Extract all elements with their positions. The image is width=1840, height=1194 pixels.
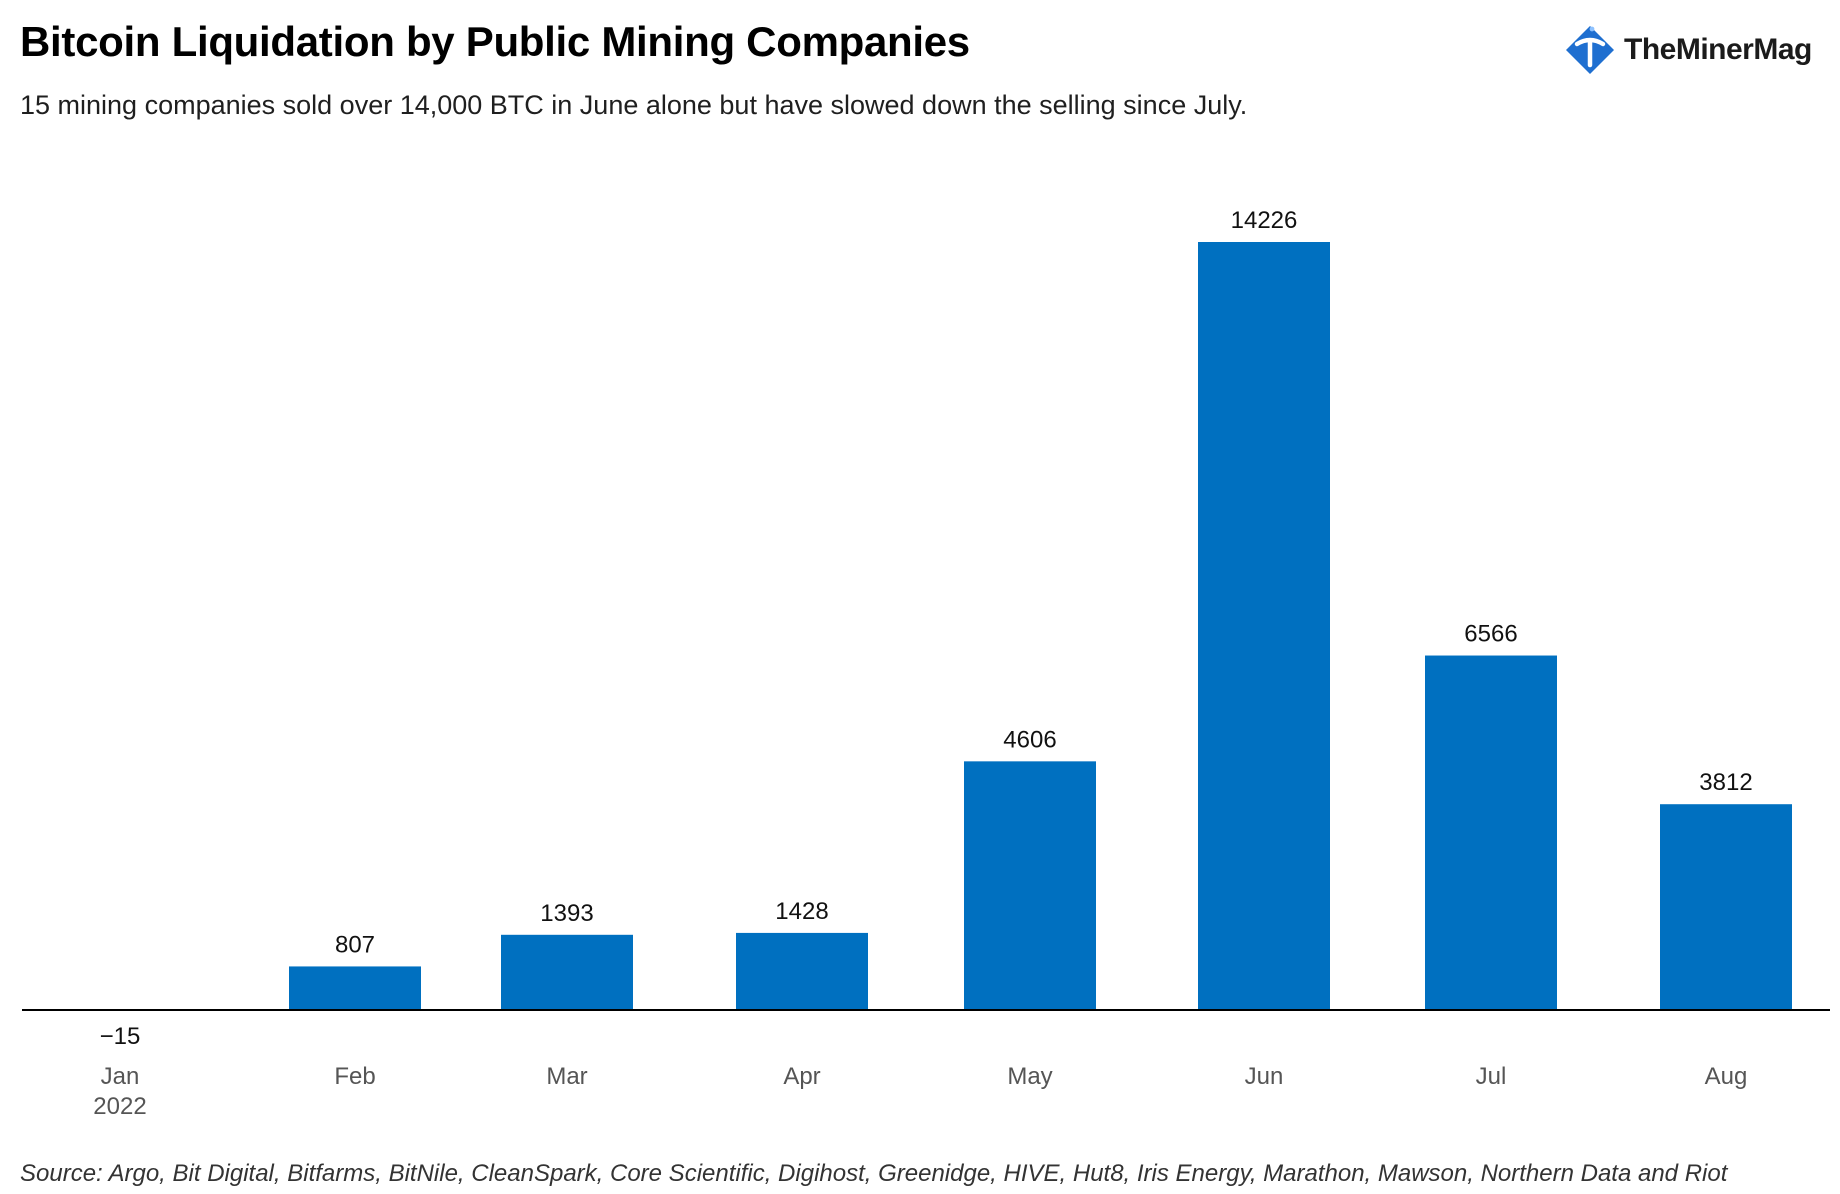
x-tick-year-label: 2022	[93, 1093, 146, 1120]
chart-subtitle: 15 mining companies sold over 14,000 BTC…	[20, 90, 1248, 120]
brand-logo-text: TheMinerMag	[1624, 33, 1812, 66]
x-tick-label-jul: Jul	[1476, 1063, 1507, 1090]
bar-aug	[1660, 804, 1792, 1010]
brand-logo[interactable]: TheMinerMag	[1562, 20, 1824, 80]
bar-jul	[1425, 655, 1557, 1010]
data-label-jul: 6566	[1464, 621, 1517, 648]
bar-chart: −15 Jan 807 Feb 1393 Mar 1428 Apr 4606 May 14226 Ju…	[22, 207, 1830, 1120]
data-label-mar: 1393	[540, 900, 593, 927]
data-label-apr: 1428	[775, 898, 828, 925]
data-label-jun: 14226	[1231, 207, 1298, 234]
bar-feb	[289, 966, 421, 1010]
data-label-jan: −15	[100, 1023, 141, 1050]
x-tick-label-apr: Apr	[783, 1063, 820, 1090]
x-tick-label-feb: Feb	[334, 1063, 375, 1090]
bar-jun	[1198, 242, 1330, 1010]
x-tick-label-mar: Mar	[546, 1063, 587, 1090]
source-note: Source: Argo, Bit Digital, Bitfarms, Bit…	[20, 1160, 1728, 1187]
bar-mar	[501, 934, 633, 1010]
x-tick-label-jun: Jun	[1245, 1063, 1284, 1090]
x-tick-label-may: May	[1007, 1063, 1052, 1090]
x-tick-label-jan: Jan	[101, 1063, 140, 1090]
bar-apr	[736, 932, 868, 1010]
data-label-aug: 3812	[1699, 769, 1752, 796]
data-label-may: 4606	[1003, 726, 1056, 753]
data-label-feb: 807	[335, 931, 375, 958]
pickaxe-logo-icon	[1566, 26, 1614, 74]
x-tick-label-aug: Aug	[1705, 1063, 1748, 1090]
chart-title: Bitcoin Liquidation by Public Mining Com…	[20, 18, 970, 65]
bar-may	[964, 761, 1096, 1010]
